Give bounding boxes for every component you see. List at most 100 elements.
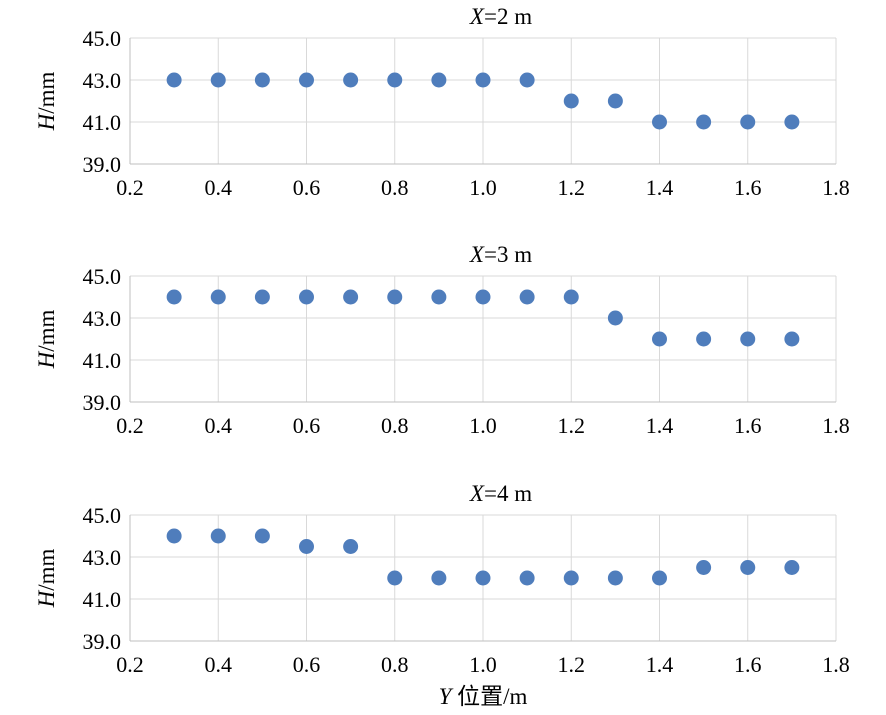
x-tick-label: 1.4 — [646, 175, 674, 200]
data-point — [210, 528, 226, 544]
data-point — [299, 289, 314, 305]
data-point — [387, 72, 403, 88]
chart-title: X=4 m — [469, 481, 532, 506]
y-axis-label-variable: H — [34, 350, 59, 369]
data-point — [563, 570, 579, 586]
x-tick-label: 1.6 — [734, 175, 762, 200]
data-point — [740, 114, 756, 130]
data-point — [784, 331, 800, 347]
y-axis-label-variable: H — [34, 589, 59, 608]
chart-title: X=3 m — [469, 242, 532, 267]
x-tick-label: 0.4 — [205, 413, 233, 438]
title-variable: X — [469, 4, 485, 29]
title-value: =4 m — [484, 481, 532, 506]
data-point — [387, 570, 403, 586]
y-tick-label: 45.0 — [83, 264, 122, 289]
y-tick-label: 43.0 — [83, 68, 122, 93]
x-tick-label: 1.0 — [469, 652, 497, 677]
data-point — [740, 331, 756, 347]
y-tick-label: 43.0 — [83, 545, 122, 570]
y-axis-label-unit: /mm — [34, 309, 59, 351]
x-tick-label: 1.4 — [646, 413, 674, 438]
data-point — [343, 289, 359, 305]
x-axis-label-text: 位置/m — [451, 684, 527, 709]
chart-panel-1: 39.0 41.0 43.0 45.0 0.2 0.4 0.6 0.8 1.0 1.2 1.4 1.6… — [34, 4, 850, 200]
y-tick-label: 39.0 — [83, 629, 122, 654]
chart-panel-3: 39.0 41.0 43.0 45.0 0.2 0.4 0.6 0.8 1.0 1.2 1.4 1.6… — [34, 481, 850, 709]
x-tick-label: 0.8 — [381, 175, 409, 200]
data-point — [387, 289, 403, 305]
data-point — [299, 539, 314, 554]
x-tick-label: 1.2 — [558, 652, 586, 677]
data-point — [696, 331, 712, 347]
data-point — [343, 72, 359, 88]
data-point — [254, 289, 270, 305]
data-point — [607, 93, 623, 109]
x-tick-label: 0.2 — [116, 652, 144, 677]
data-point — [607, 310, 623, 326]
x-tick-label: 0.2 — [116, 175, 144, 200]
data-point — [784, 114, 800, 130]
data-point — [343, 539, 359, 554]
x-tick-label: 0.6 — [293, 652, 321, 677]
data-point — [652, 114, 667, 130]
data-point — [740, 560, 756, 575]
data-point — [784, 560, 800, 575]
x-tick-label: 0.6 — [293, 175, 321, 200]
title-value: =2 m — [484, 4, 532, 29]
x-axis-label: Y 位置/m — [439, 684, 528, 709]
y-tick-label: 41.0 — [83, 348, 122, 373]
x-tick-label: 1.8 — [822, 652, 850, 677]
y-axis-label-unit: /mm — [34, 548, 59, 590]
y-tick-label: 41.0 — [83, 587, 122, 612]
data-point — [475, 72, 491, 88]
x-tick-label: 0.8 — [381, 413, 409, 438]
x-tick-label: 1.0 — [469, 413, 497, 438]
data-point — [254, 528, 270, 544]
data-point — [431, 72, 447, 88]
data-point — [210, 72, 226, 88]
x-axis-label-variable: Y — [439, 684, 454, 709]
x-tick-label: 0.8 — [381, 652, 409, 677]
data-point — [210, 289, 226, 305]
data-point — [166, 528, 182, 544]
data-point — [166, 72, 182, 88]
data-point — [254, 72, 270, 88]
chart-title: X=2 m — [469, 4, 532, 29]
y-axis-label-variable: H — [34, 112, 59, 131]
y-axis-label-unit: /mm — [34, 71, 59, 113]
x-tick-label: 1.0 — [469, 175, 497, 200]
data-point — [652, 570, 667, 586]
data-point — [519, 289, 535, 305]
x-tick-label: 1.4 — [646, 652, 674, 677]
chart-panel-2: 39.0 41.0 43.0 45.0 0.2 0.4 0.6 0.8 1.0 1.2 1.4 1.6… — [34, 242, 850, 438]
y-tick-label: 45.0 — [83, 26, 122, 51]
data-point — [431, 570, 447, 586]
data-point — [475, 289, 491, 305]
data-point — [563, 93, 579, 109]
data-point — [299, 72, 314, 88]
data-point — [696, 114, 712, 130]
x-tick-label: 1.2 — [558, 413, 586, 438]
data-point — [519, 570, 535, 586]
x-tick-label: 1.2 — [558, 175, 586, 200]
data-point — [519, 72, 535, 88]
data-point — [652, 331, 667, 347]
data-point — [431, 289, 447, 305]
x-tick-label: 0.6 — [293, 413, 321, 438]
title-value: =3 m — [484, 242, 532, 267]
y-tick-label: 43.0 — [83, 306, 122, 331]
y-axis-label: H/mm — [34, 309, 59, 369]
title-variable: X — [469, 481, 485, 506]
data-point — [166, 289, 182, 305]
x-tick-label: 0.4 — [205, 652, 233, 677]
y-tick-label: 39.0 — [83, 152, 122, 177]
data-point — [607, 570, 623, 586]
x-tick-label: 1.6 — [734, 652, 762, 677]
data-point — [696, 560, 712, 575]
x-tick-label: 1.8 — [822, 175, 850, 200]
data-point — [563, 289, 579, 305]
x-tick-label: 1.6 — [734, 413, 762, 438]
title-variable: X — [469, 242, 485, 267]
